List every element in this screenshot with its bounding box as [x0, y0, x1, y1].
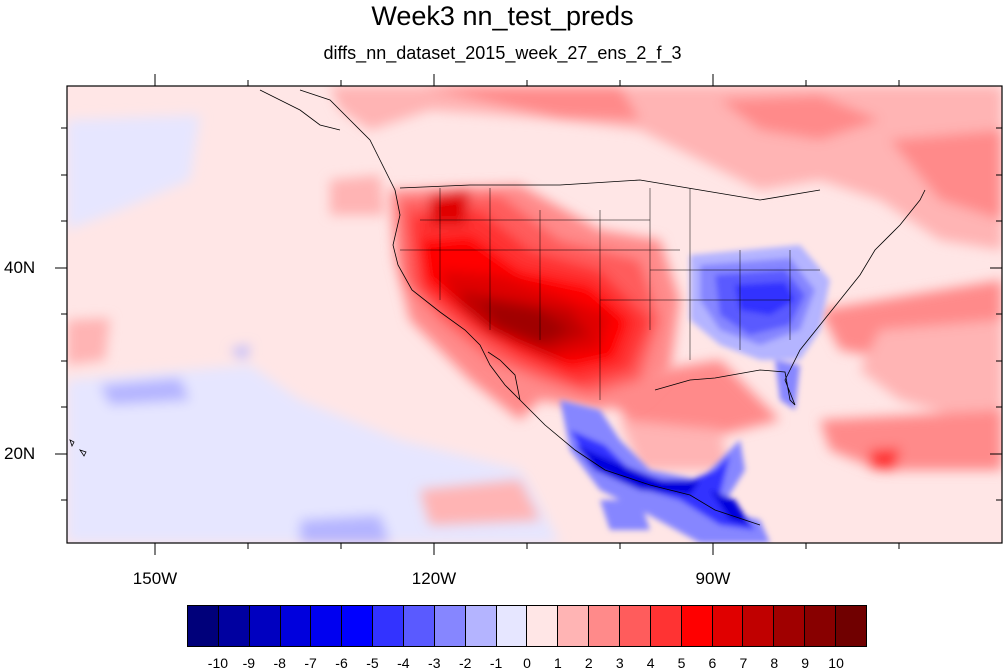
colorbar-tick-label: 6	[708, 655, 717, 671]
colorbar-swatch	[249, 606, 281, 646]
colorbar-tick-label: -10	[207, 655, 229, 671]
colorbar-swatch	[342, 606, 374, 646]
colorbar-tick-label: 9	[801, 655, 810, 671]
colorbar-swatch	[558, 606, 590, 646]
eastern-cool-anomaly	[690, 245, 830, 410]
lat-label-20n: 20N	[4, 444, 36, 463]
anomaly-field	[67, 86, 1002, 543]
state-borders	[400, 188, 820, 400]
colorbar-swatch	[681, 606, 713, 646]
colorbar-tick-label: 1	[554, 655, 562, 671]
lon-label-150w: 150W	[132, 569, 178, 588]
colorbar-swatch	[836, 606, 866, 646]
colorbar-tick-label: 7	[739, 655, 748, 671]
map-subtitle: diffs_nn_dataset_2015_week_27_ens_2_f_3	[323, 43, 682, 63]
alaska-coast	[259, 89, 341, 131]
colorbar-swatch	[527, 606, 559, 646]
colorbar-swatch	[805, 606, 837, 646]
temperature-anomaly-map	[55, 74, 1003, 555]
colorbar-swatch	[650, 606, 682, 646]
colorbar-tick-label: -5	[366, 655, 379, 671]
map-outlines	[69, 89, 926, 526]
colorbar-tick-label: 2	[584, 655, 593, 671]
northern-positive-band	[67, 86, 1002, 365]
colorbar-tick-label: -8	[273, 655, 286, 671]
colorbar-tick-label: -7	[304, 655, 317, 671]
colorbar-swatch	[620, 606, 651, 646]
colorbar-tick-label: 3	[615, 655, 624, 671]
colorbar-tick-label: 10	[828, 655, 844, 671]
colorbar-tick-label: 8	[770, 655, 779, 671]
colorbar-swatch	[589, 606, 621, 646]
colorbar-swatch	[280, 606, 312, 646]
colorbar-swatch	[218, 606, 250, 646]
colorbar-tick-label: 0	[523, 655, 531, 671]
lon-label-120w: 120W	[411, 569, 457, 588]
lon-label-90w: 90W	[695, 569, 731, 588]
na-coastline	[299, 89, 926, 526]
colorbar-tick-label: -4	[397, 655, 410, 671]
colorbar-swatch	[712, 606, 744, 646]
colorbar-tick-label: -9	[242, 655, 256, 671]
colorbar-swatch	[311, 606, 343, 646]
colorbar-tick-label: -3	[428, 655, 441, 671]
colorbar-tick-label: 4	[646, 655, 655, 671]
colorbar-swatch	[743, 606, 775, 646]
colorbar-tick-label: -6	[335, 655, 348, 671]
colorbar-tick-label: 5	[677, 655, 686, 671]
colorbar-swatch	[496, 606, 528, 646]
hawaii	[69, 439, 87, 457]
colorbar	[187, 605, 867, 647]
axis-ticks	[55, 74, 1002, 555]
colorbar-swatch	[465, 606, 497, 646]
colorbar-swatch	[404, 606, 435, 646]
colorbar-tick-label: -1	[489, 655, 503, 671]
mexico-cool-anomaly	[560, 400, 770, 543]
map-title: Week3 nn_test_preds	[371, 1, 634, 31]
colorbar-swatch	[434, 606, 466, 646]
colorbar-swatch	[188, 606, 219, 646]
colorbar-tick-label: -2	[458, 655, 472, 671]
colorbar-swatch	[373, 606, 405, 646]
lat-label-40n: 40N	[4, 258, 36, 277]
western-heat-anomaly	[390, 185, 680, 420]
colorbar-swatch	[774, 606, 806, 646]
